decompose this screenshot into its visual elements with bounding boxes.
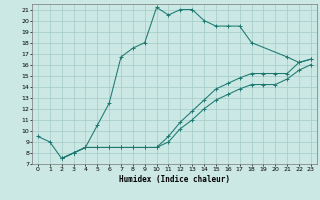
- X-axis label: Humidex (Indice chaleur): Humidex (Indice chaleur): [119, 175, 230, 184]
